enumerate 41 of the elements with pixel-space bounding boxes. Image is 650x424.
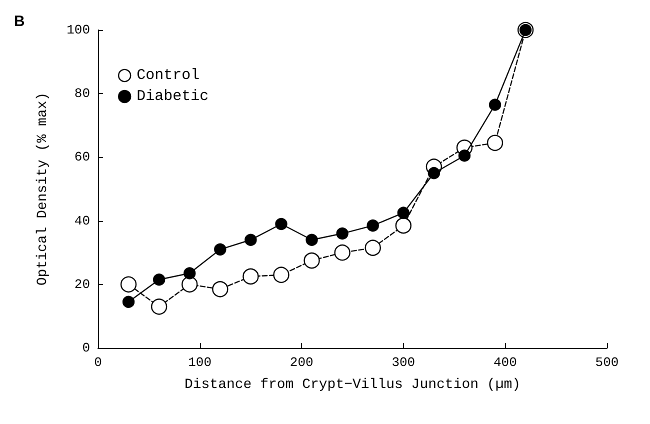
legend-label: Control [136,67,200,84]
point [486,134,504,151]
point [184,267,196,280]
y-axis-title: Optical Density (% max) [35,92,51,286]
x-tick-label: 300 [392,355,416,370]
legend-label: Diabetic [136,88,209,105]
y-tick-label: 20 [74,276,90,292]
point [273,266,290,283]
point [120,276,137,292]
x-tick-label: 200 [290,355,314,370]
point [242,268,259,285]
point [212,281,228,298]
y-tick-label: 40 [74,213,90,228]
point [334,244,350,261]
point [336,227,348,240]
text: B [14,13,25,30]
point [214,243,226,256]
y-tick-label: 80 [74,86,90,102]
point [488,98,502,111]
point [152,274,166,286]
x-tick-label: 0 [94,355,102,370]
x-tick-label: 100 [188,355,212,370]
point [397,206,410,219]
point [122,296,135,308]
y-tick-label: 0 [82,340,90,356]
point [150,298,168,315]
point [428,167,440,180]
point [395,217,412,234]
point [458,150,471,162]
point [182,276,198,292]
y-tick-label: 60 [74,150,90,165]
point [275,218,288,230]
point [244,234,257,246]
x-axis-title: Distance from Crypt−Villus Junction (µm) [184,377,521,393]
x-tick-label: 400 [493,355,517,370]
point [364,240,381,256]
y-tick-label: 100 [66,22,90,38]
point [304,252,320,269]
x-tick-label: 500 [595,355,619,370]
point [306,234,318,246]
point [366,219,379,232]
